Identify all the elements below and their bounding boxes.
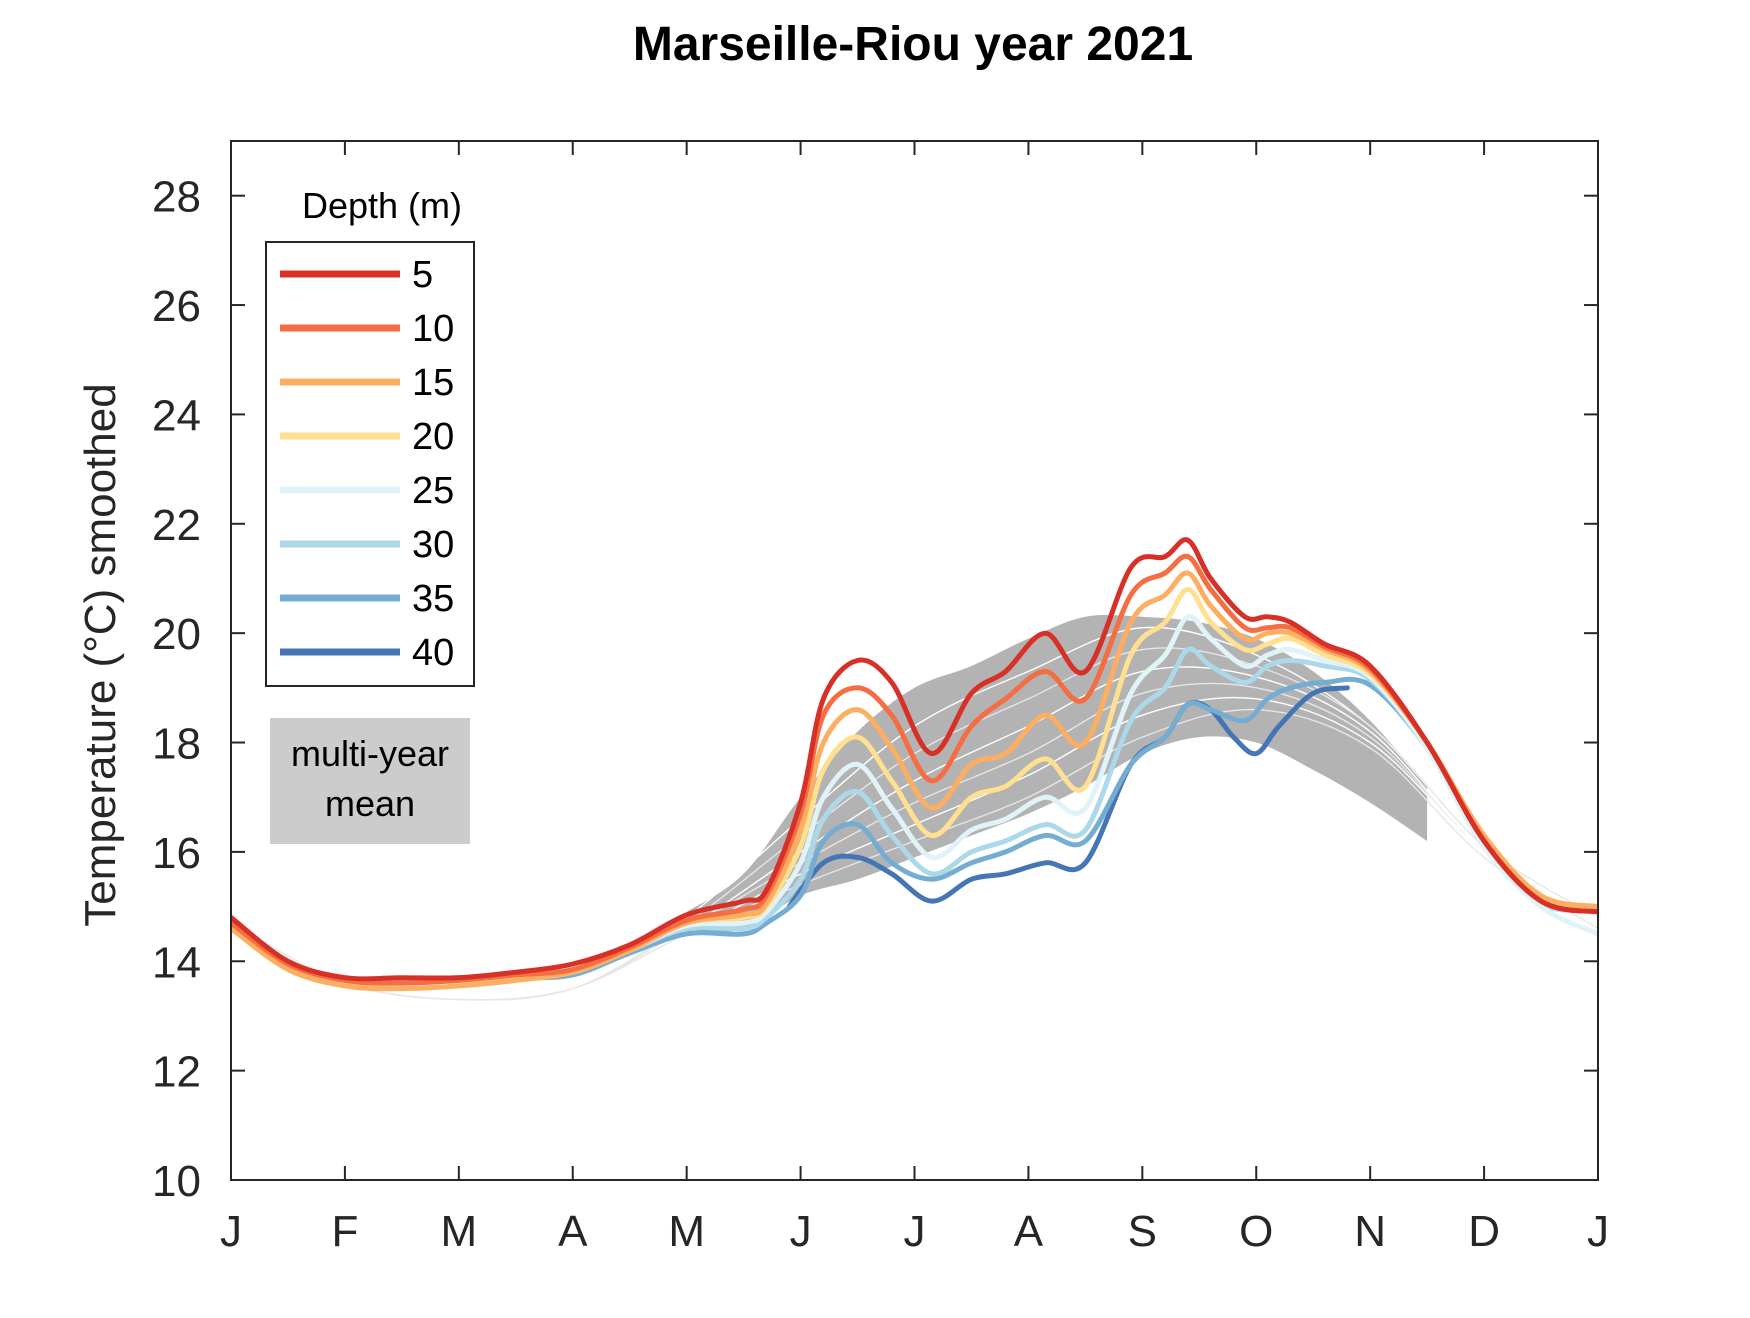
- legend-title: Depth (m): [302, 185, 462, 226]
- y-axis-label: Temperature (°C) smoothed: [76, 383, 125, 926]
- y-tick-label: 26: [152, 282, 201, 331]
- series-line-5: [231, 537, 1598, 982]
- y-tick-label: 18: [152, 720, 201, 769]
- y-tick-label: 20: [152, 610, 201, 659]
- x-tick-label: M: [441, 1207, 478, 1256]
- y-tick-label: 10: [152, 1157, 201, 1206]
- legend-label-35: 35: [412, 578, 454, 620]
- x-tick-label: F: [331, 1207, 358, 1256]
- x-tick-label: A: [558, 1207, 588, 1256]
- legend: Depth (m) 5 10 15 20 25 30 35 40 multi-year mean: [265, 185, 475, 844]
- chart-title: Marseille-Riou year 2021: [633, 18, 1193, 71]
- legend-box: [265, 241, 475, 687]
- x-tick-label: S: [1128, 1207, 1157, 1256]
- x-tick-label: M: [668, 1207, 705, 1256]
- x-tick-label: A: [1014, 1207, 1044, 1256]
- x-tick-label: D: [1468, 1207, 1500, 1256]
- band-label-box: [270, 718, 470, 844]
- legend-label-10: 10: [412, 308, 454, 350]
- x-tick-label: N: [1354, 1207, 1386, 1256]
- y-tick-label: 28: [152, 173, 201, 222]
- series-line-40: [786, 685, 1350, 910]
- legend-label-5: 5: [412, 254, 433, 296]
- legend-label-15: 15: [412, 362, 454, 404]
- multi-year-band: [686, 614, 1428, 934]
- y-tick-label: 22: [152, 501, 201, 550]
- legend-label-25: 25: [412, 470, 454, 512]
- plot-area: 10 12 14 16 18 20 22 24 26 28 J F M A M J J A S O N D J: [152, 140, 1609, 1256]
- y-tick-label: 24: [152, 391, 201, 440]
- y-tick-label: 16: [152, 829, 201, 878]
- band-label-line: multi-year: [291, 733, 449, 774]
- legend-label-30: 30: [412, 524, 454, 566]
- x-tick-label: J: [1587, 1207, 1609, 1256]
- band-label-line: mean: [325, 783, 415, 824]
- x-tick-label: J: [790, 1207, 812, 1256]
- x-tick-label: O: [1239, 1207, 1273, 1256]
- x-tick-label: J: [220, 1207, 242, 1256]
- legend-label-40: 40: [412, 632, 454, 674]
- series-line-15: [231, 570, 1598, 992]
- y-tick-label: 14: [152, 938, 201, 987]
- y-tick-label: 12: [152, 1048, 201, 1097]
- x-tick-label: J: [904, 1207, 926, 1256]
- legend-label-20: 20: [412, 416, 454, 458]
